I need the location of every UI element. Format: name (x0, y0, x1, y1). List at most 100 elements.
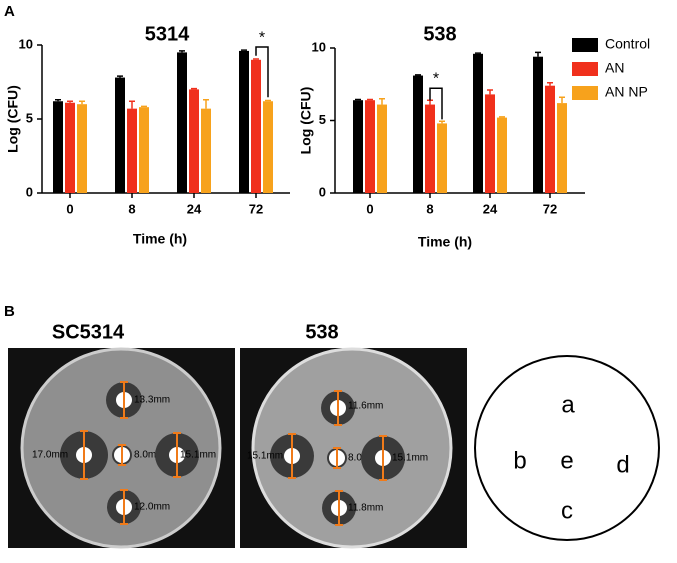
significance-label: * (433, 70, 439, 87)
plate-title: SC5314 (52, 321, 125, 343)
x-tick-label: 72 (249, 201, 263, 216)
diameter-line (80, 430, 88, 480)
diameter-line (120, 489, 128, 525)
error-bar (487, 89, 493, 95)
error-bar (79, 100, 85, 105)
legend-label: AN NP (605, 84, 648, 100)
measurement-label: 15.1mm (392, 453, 428, 464)
plate-title: 538 (305, 321, 338, 343)
plate (251, 347, 453, 549)
y-tick-label: 10 (19, 36, 33, 51)
bar (139, 107, 149, 193)
error-bar (203, 99, 209, 109)
error-bar (253, 58, 259, 60)
bar (533, 56, 543, 194)
bar (239, 50, 249, 193)
error-bar (559, 96, 565, 104)
x-axis-label: Time (h) (418, 234, 472, 250)
error-bar (535, 51, 541, 57)
bar (497, 117, 507, 193)
error-bar (241, 49, 247, 51)
bar (377, 104, 387, 193)
diameter-line (288, 433, 296, 479)
measurement-label: 11.6mm (348, 401, 383, 412)
bar (65, 102, 75, 193)
measurement-label: 13.3mm (134, 395, 170, 406)
bar (177, 52, 187, 194)
panel-b (8, 347, 660, 549)
error-bar (379, 98, 385, 105)
bar (115, 77, 125, 193)
x-tick-label: 8 (426, 201, 433, 216)
bar (127, 108, 137, 193)
diameter-line (335, 490, 343, 526)
diameter-line (333, 447, 341, 469)
x-tick-label: 72 (543, 201, 557, 216)
error-bar (179, 50, 185, 53)
x-tick-label: 0 (66, 201, 73, 216)
legend-swatch (572, 62, 598, 76)
bar (545, 85, 555, 193)
significance-label: * (259, 29, 265, 46)
error-bar (191, 87, 197, 90)
panel-label: A (4, 3, 15, 20)
bar (413, 75, 423, 193)
measurement-label: 15.1mm (180, 450, 216, 461)
error-bar (129, 100, 135, 109)
diagram-letter: a (561, 391, 575, 418)
bar (485, 94, 495, 193)
significance-bracket (429, 87, 443, 120)
diagram-circle (474, 355, 660, 541)
diameter-line (118, 444, 126, 466)
measurement-label: 17.0mm (32, 450, 68, 461)
error-bar (475, 52, 481, 54)
diagram-letter: d (616, 451, 629, 478)
y-tick-label: 0 (319, 184, 326, 199)
bar (365, 100, 375, 193)
y-tick-label: 5 (26, 110, 33, 125)
bar (53, 101, 63, 193)
measurement-label: 11.8mm (348, 503, 383, 514)
error-bar (67, 100, 73, 103)
bar (557, 103, 567, 193)
chart-title: 538 (423, 23, 456, 45)
diameter-line (120, 381, 128, 419)
diameter-line (173, 432, 181, 478)
measurement-label: 15.1mm (247, 451, 283, 462)
significance-bracket (255, 46, 269, 98)
error-bar (547, 82, 553, 86)
diagram-letter: e (560, 447, 573, 474)
diameter-line (379, 435, 387, 481)
error-bar (117, 75, 123, 78)
y-tick-label: 10 (312, 39, 326, 54)
bar (263, 101, 273, 193)
y-axis-label: Log (CFU) (298, 87, 314, 155)
legend-swatch (572, 86, 598, 100)
error-bar (141, 105, 147, 108)
diagram-letter: c (561, 497, 573, 524)
error-bar (499, 116, 505, 118)
x-tick-label: 24 (187, 201, 202, 216)
legend-label: Control (605, 36, 650, 52)
bar (201, 108, 211, 193)
bar (77, 104, 87, 193)
x-tick-label: 8 (128, 201, 135, 216)
y-tick-label: 5 (319, 112, 326, 127)
legend-swatch (572, 38, 598, 52)
error-bar (355, 98, 361, 101)
measurement-label: 12.0mm (134, 502, 170, 513)
x-tick-label: 24 (483, 201, 498, 216)
bar (473, 53, 483, 193)
bar (251, 59, 261, 193)
chart-title: 5314 (145, 23, 190, 45)
error-bar (415, 74, 421, 76)
error-bar (367, 98, 373, 101)
x-tick-label: 0 (366, 201, 373, 216)
error-bar (55, 99, 61, 102)
diameter-line (334, 390, 342, 426)
measurement-label: 8.0mm (134, 450, 165, 461)
error-bar (265, 99, 271, 102)
bar (437, 123, 447, 193)
bar (425, 104, 435, 193)
